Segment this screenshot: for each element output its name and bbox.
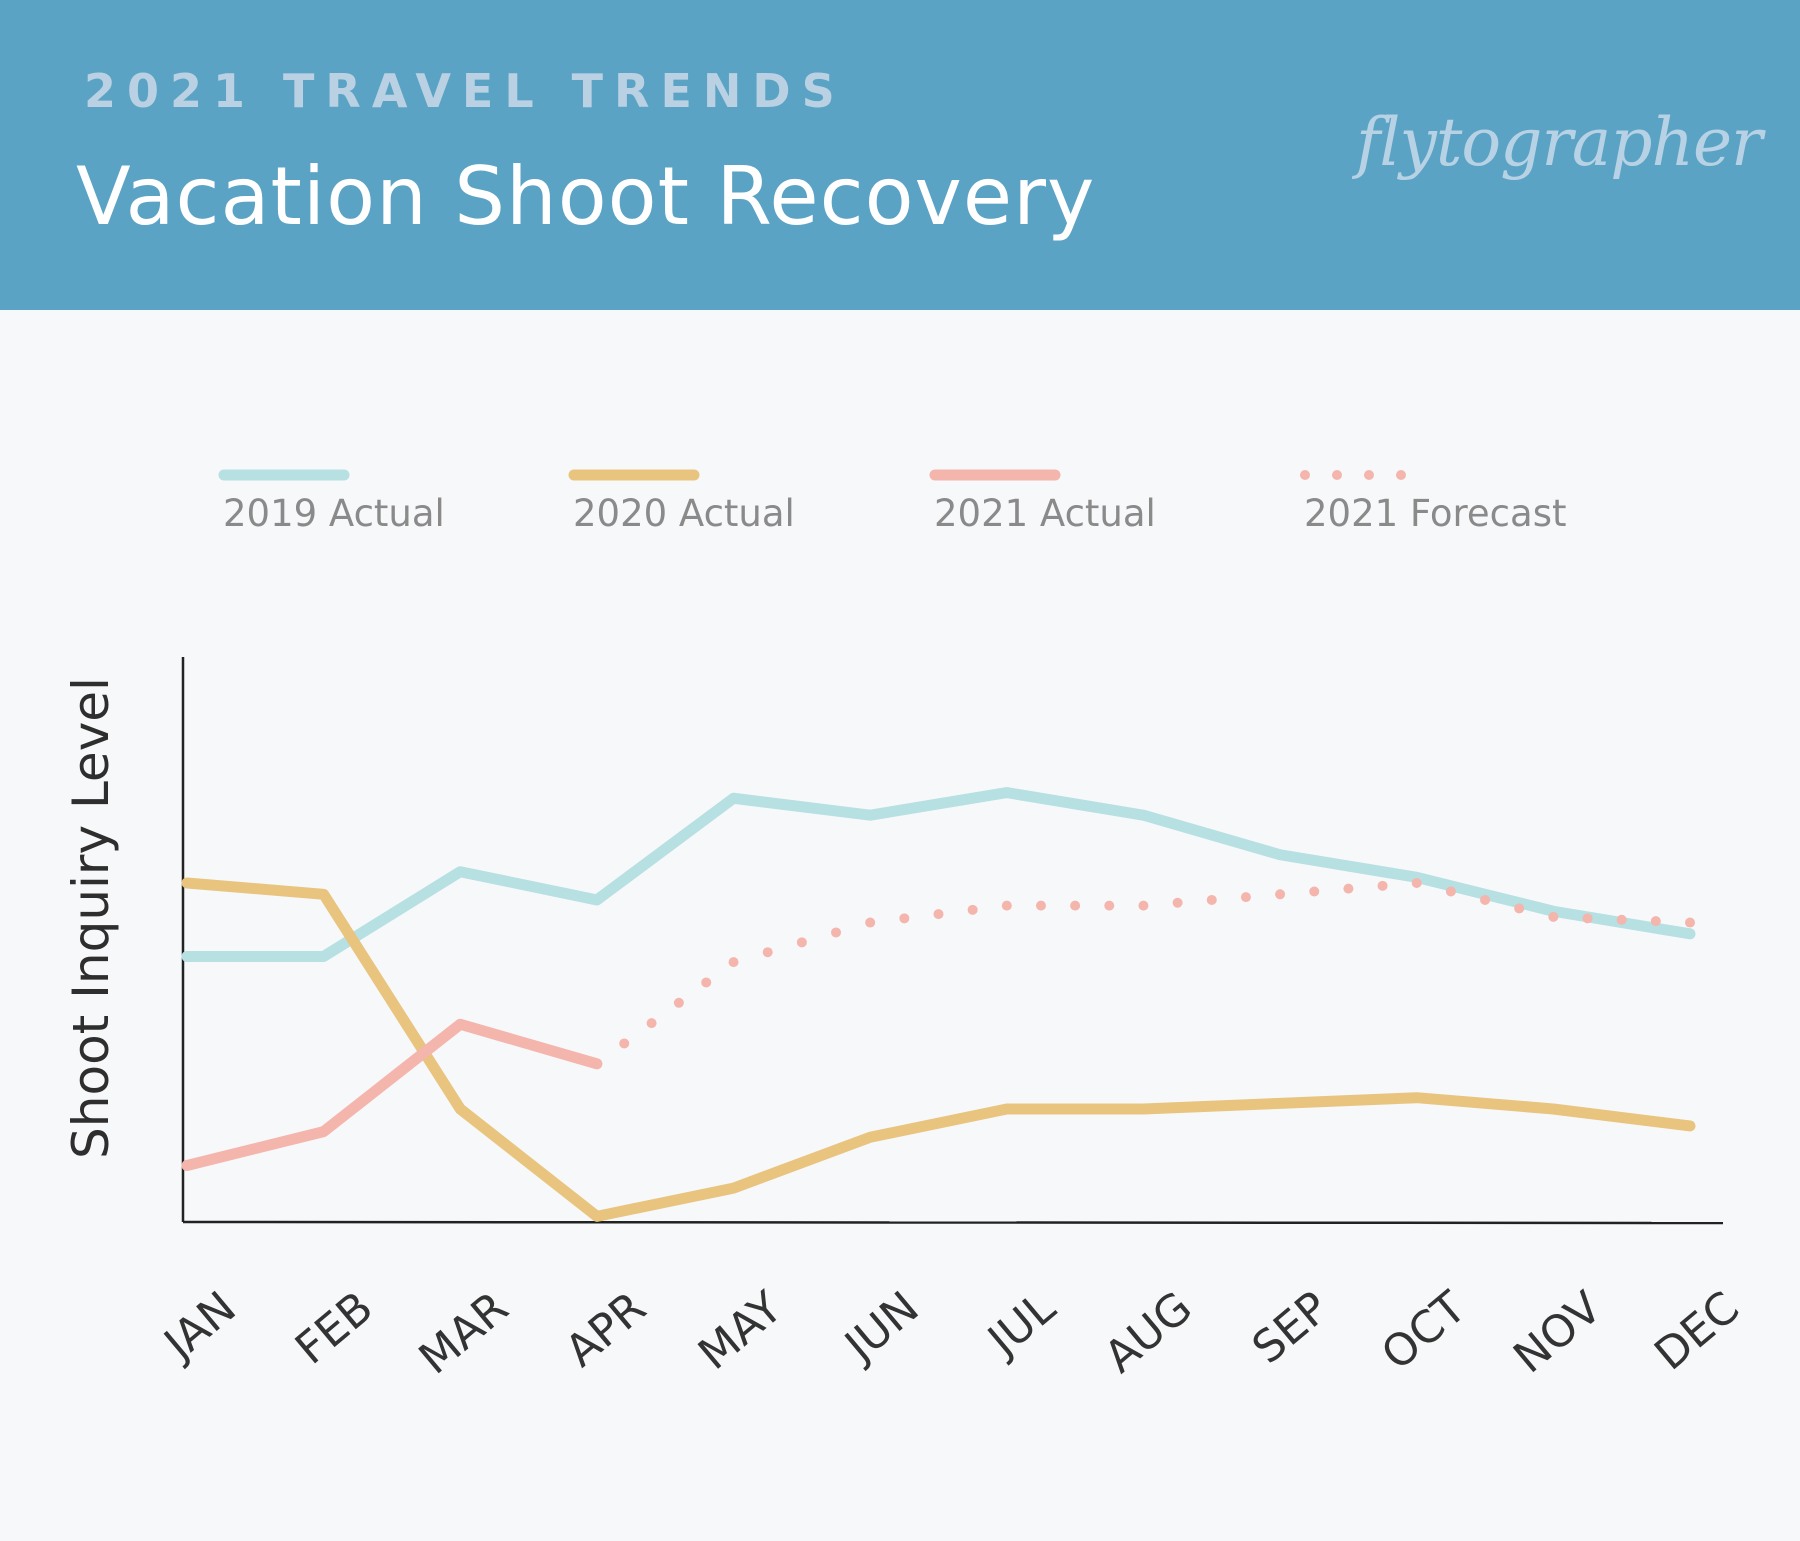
x-axis: [182, 1220, 1724, 1225]
forecast-dot-9: [899, 913, 910, 924]
forecast-dot-28: [1548, 911, 1559, 922]
forecast-dot-15: [1104, 900, 1115, 911]
forecast-dot-1: [646, 1018, 657, 1029]
forecast-dot-19: [1240, 892, 1251, 903]
forecast-dot-12: [1001, 900, 1012, 911]
series-layer: [181, 787, 1696, 1222]
series-2019-actual: [181, 787, 1696, 962]
forecast-dot-11: [967, 904, 978, 915]
header-banner: 2021 TRAVEL TRENDS Vacation Shoot Recove…: [0, 0, 1800, 310]
legend-swatch-2021-forecast-dot: [1396, 470, 1406, 480]
forecast-dot-30: [1616, 914, 1627, 925]
forecast-dot-4: [728, 957, 739, 968]
series-2021-actual: [181, 1018, 603, 1171]
forecast-dot-24: [1411, 878, 1422, 888]
forecast-dot-31: [1650, 916, 1661, 927]
eyebrow-title: 2021 TRAVEL TRENDS: [84, 64, 846, 118]
forecast-dot-8: [865, 917, 876, 928]
forecast-dot-20: [1275, 889, 1286, 900]
forecast-dot-32: [1685, 917, 1695, 928]
legend-swatch-2021-forecast-dot: [1332, 470, 1342, 480]
series-2021-forecast: [619, 878, 1695, 1049]
forecast-dot-16: [1138, 900, 1149, 911]
forecast-dot-3: [701, 977, 712, 988]
forecast-dot-22: [1343, 883, 1354, 894]
legend-label-2019-actual: 2019 Actual: [223, 492, 445, 535]
legend-swatch-2021-forecast-dot: [1300, 470, 1310, 480]
series-2020-actual: [181, 877, 1696, 1222]
forecast-dot-23: [1377, 880, 1388, 891]
legend-label-2020-actual: 2020 Actual: [573, 492, 795, 535]
forecast-dot-6: [796, 937, 807, 948]
legend-swatch-2021-forecast-dot: [1364, 470, 1374, 480]
legend-label-2021-forecast: 2021 Forecast: [1304, 492, 1567, 535]
page-title: Vacation Shoot Recovery: [76, 150, 1096, 243]
forecast-dot-17: [1172, 897, 1183, 908]
forecast-dot-25: [1445, 886, 1456, 897]
forecast-dot-14: [1070, 900, 1081, 911]
forecast-dot-7: [831, 927, 842, 938]
forecast-dot-5: [762, 947, 773, 958]
forecast-dot-2: [673, 997, 684, 1008]
forecast-dot-21: [1309, 886, 1320, 897]
forecast-dot-10: [933, 909, 944, 920]
legend-marks: [218, 469, 1406, 481]
forecast-dot-26: [1480, 894, 1491, 905]
legend-label-2021-actual: 2021 Actual: [934, 492, 1156, 535]
y-axis-label: Shoot Inquiry Level: [62, 677, 120, 1159]
brand-logo: flytographer: [1356, 104, 1763, 181]
forecast-dot-18: [1206, 894, 1217, 905]
forecast-dot-29: [1582, 913, 1593, 924]
forecast-dot-13: [1035, 900, 1046, 911]
forecast-dot-0: [619, 1038, 630, 1049]
forecast-dot-27: [1514, 903, 1525, 914]
